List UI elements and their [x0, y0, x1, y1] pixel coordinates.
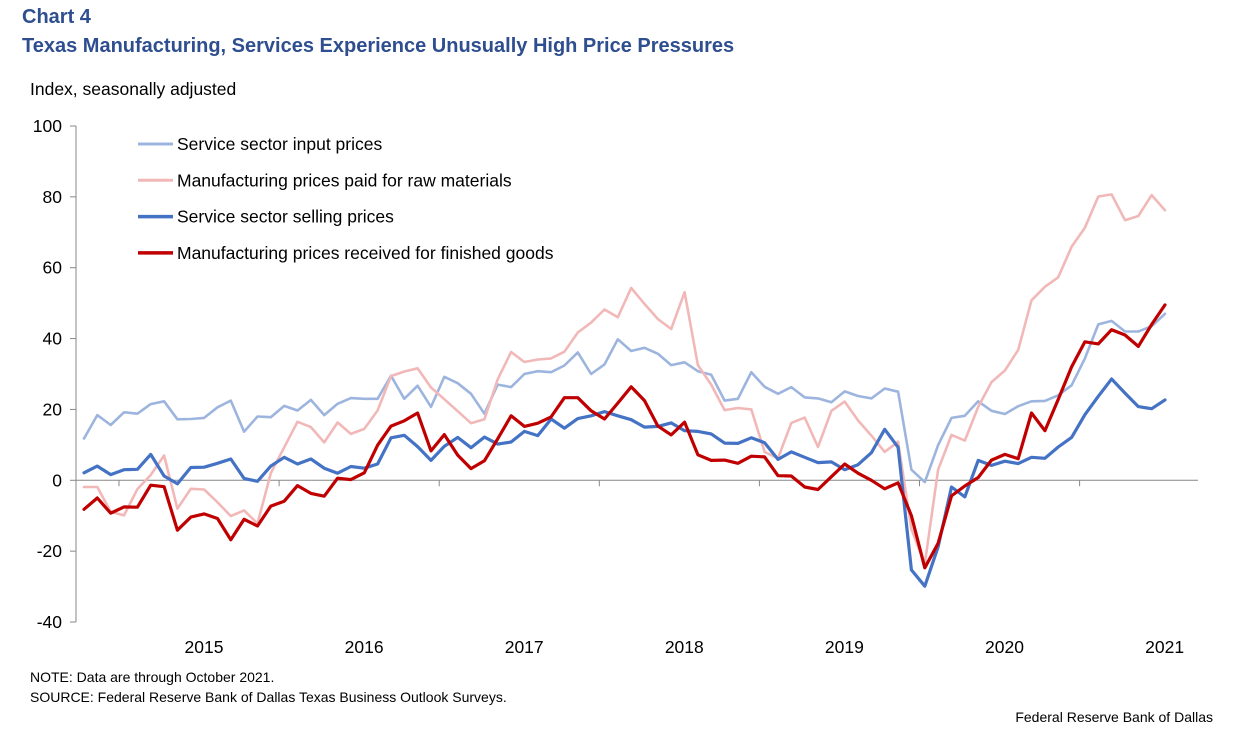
x-axis: 2015 2016 2017 2018 2019 2020 2021	[76, 479, 1198, 657]
y-tick-label: 20	[43, 399, 63, 419]
note-text: NOTE: Data are through October 2021.	[30, 669, 275, 685]
y-tick-label: 100	[33, 116, 62, 136]
chart-title: Texas Manufacturing, Services Experience…	[22, 35, 735, 57]
y-tick-label: 80	[43, 187, 63, 207]
y-tick-label: 60	[43, 258, 63, 278]
legend: Service sector input prices Manufacturing…	[138, 134, 554, 263]
series-line-1	[82, 312, 1167, 484]
legend-label-3: Service sector selling prices	[177, 207, 394, 227]
y-axis: -40 -20 0 20 40 60 80 100	[33, 116, 77, 632]
chart-number: Chart 4	[22, 6, 91, 28]
x-tick-label: 2015	[185, 637, 224, 657]
x-tick-label: 2018	[665, 637, 704, 657]
y-axis-unit-label: Index, seasonally adjusted	[30, 79, 237, 99]
legend-label-4: Manufacturing prices received for finish…	[177, 243, 554, 263]
x-tick-label: 2016	[345, 637, 384, 657]
series-lines	[82, 193, 1167, 588]
x-tick-label: 2019	[825, 637, 864, 657]
legend-label-1: Service sector input prices	[177, 134, 382, 154]
y-tick-label: 0	[52, 470, 62, 490]
y-tick-label: -20	[37, 541, 63, 561]
series-line-4	[82, 303, 1167, 570]
x-tick-label: 2017	[505, 637, 544, 657]
y-tick-label: -40	[37, 612, 63, 632]
source-text: SOURCE: Federal Reserve Bank of Dallas T…	[30, 689, 507, 705]
credit-text: Federal Reserve Bank of Dallas	[1015, 709, 1213, 725]
series-line-2	[82, 193, 1167, 566]
series-line-3	[82, 377, 1167, 588]
x-tick-label: 2020	[985, 637, 1024, 657]
legend-label-2: Manufacturing prices paid for raw materi…	[177, 170, 512, 190]
y-tick-label: 40	[43, 329, 63, 349]
x-tick-label: 2021	[1145, 637, 1184, 657]
